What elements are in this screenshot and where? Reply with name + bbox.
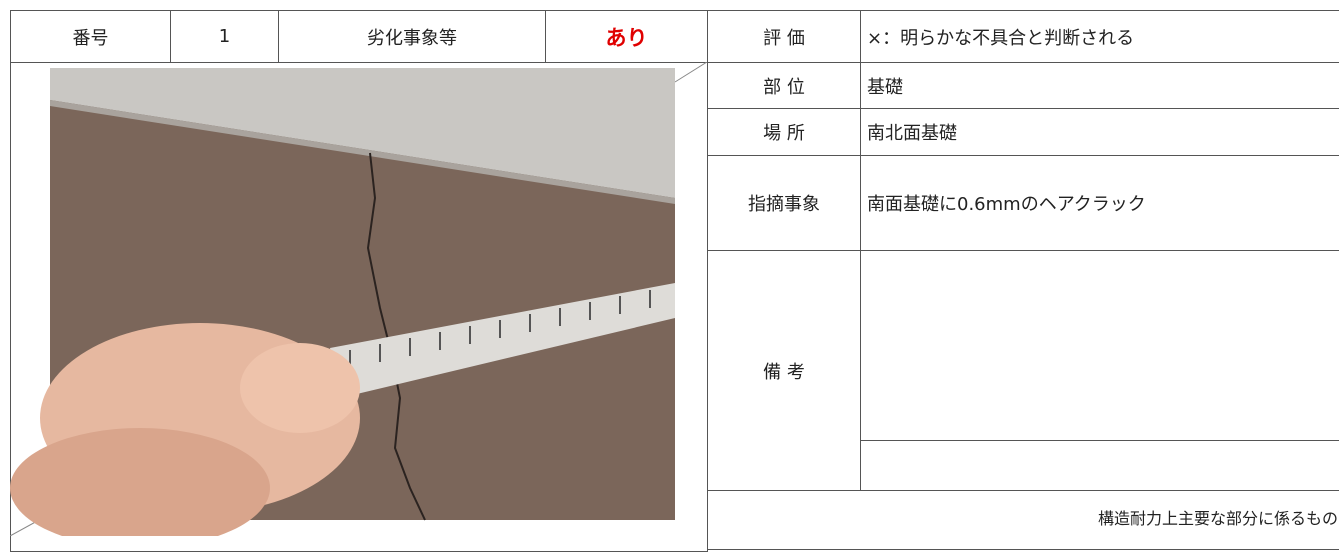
detail-value: 南面基礎に0.6mmのヘアクラック: [860, 155, 1339, 251]
detail-label: 部 位: [707, 62, 861, 109]
number: 1: [170, 10, 279, 63]
remarks-label: 備 考: [707, 250, 861, 491]
page: 番号 1 劣化事象等 あり 評 価 ×：明らかな不具合と判断される 部 位 基礎…: [10, 10, 1339, 552]
detail-label: 場 所: [707, 108, 861, 156]
detail-value: 南北面基礎: [860, 108, 1339, 156]
footer: 構造耐力上主要な部分に係るもの: [707, 490, 1339, 550]
evaluation: ×：明らかな不具合と判断される: [860, 10, 1339, 63]
evaluation-label: 評 価: [707, 10, 861, 63]
defect: あり: [545, 10, 708, 63]
photo-frame: [10, 62, 708, 536]
corner-line: [674, 62, 708, 83]
detail-value: 基礎: [860, 62, 1339, 109]
photo: [10, 68, 675, 536]
remarks-cell: [860, 250, 1339, 441]
remarks-cell: [860, 440, 1339, 491]
number-label: 番号: [10, 10, 171, 63]
detail-label: 指摘事象: [707, 155, 861, 251]
defect-label: 劣化事象等: [278, 10, 546, 63]
